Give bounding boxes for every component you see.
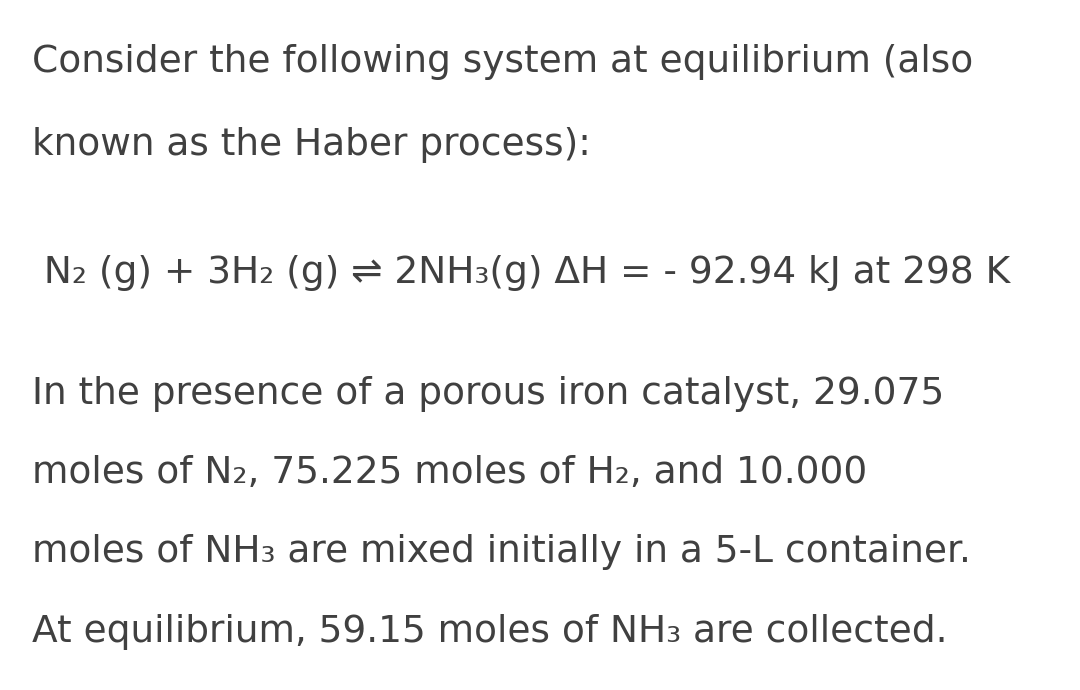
Text: N₂ (g) + 3H₂ (g) ⇌ 2NH₃(g) ΔH = - 92.94 kJ at 298 K: N₂ (g) + 3H₂ (g) ⇌ 2NH₃(g) ΔH = - 92.94 … — [32, 255, 1011, 291]
Text: At equilibrium, 59.15 moles of NH₃ are collected.: At equilibrium, 59.15 moles of NH₃ are c… — [32, 613, 948, 650]
Text: Consider the following system at equilibrium (also: Consider the following system at equilib… — [32, 44, 974, 81]
Text: known as the Haber process):: known as the Haber process): — [32, 127, 591, 164]
Text: moles of N₂, 75.225 moles of H₂, and 10.000: moles of N₂, 75.225 moles of H₂, and 10.… — [32, 455, 867, 491]
Text: In the presence of a porous iron catalyst, 29.075: In the presence of a porous iron catalys… — [32, 375, 945, 412]
Text: moles of NH₃ are mixed initially in a 5-L container.: moles of NH₃ are mixed initially in a 5-… — [32, 534, 971, 571]
